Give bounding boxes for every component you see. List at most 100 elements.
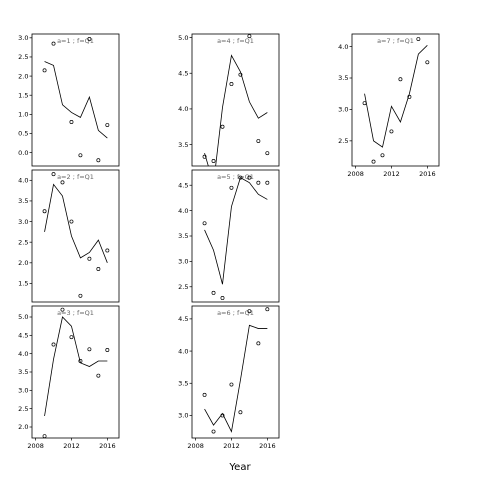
panel-label: a=1 ; f=Q1: [57, 37, 94, 45]
panel-plot-area: [202, 307, 270, 434]
data-point: [96, 373, 101, 378]
data-point: [247, 175, 252, 180]
data-point: [78, 293, 83, 298]
y-tick-label: 3.0: [18, 387, 28, 395]
y-tick-label: 4.0: [178, 207, 188, 215]
panel-label: a=7 ; f=Q1: [377, 37, 414, 45]
x-tick-label: 2016: [259, 442, 276, 450]
panel-label: a=5 ; f=Q1: [217, 173, 254, 181]
y-tick-label: 2.5: [338, 137, 348, 145]
panels-layer: a=1 ; f=Q10.00.51.01.52.02.53.0a=2 ; f=Q…: [18, 33, 440, 450]
data-point: [265, 307, 270, 312]
y-tick-label: 5.0: [18, 313, 28, 321]
data-point: [398, 77, 403, 82]
fit-line: [204, 177, 268, 285]
fit-line: [204, 54, 268, 166]
data-point: [51, 342, 56, 347]
y-tick-label: 3.5: [178, 141, 188, 149]
panel-label: a=2 ; f=Q1: [57, 173, 94, 181]
y-tick-label: 0.0: [18, 149, 28, 157]
y-tick-label: 3.5: [178, 379, 188, 387]
data-point: [78, 359, 83, 363]
data-point: [211, 159, 216, 163]
y-tick-label: 3.5: [18, 197, 28, 205]
y-tick-label: 3.0: [18, 218, 28, 226]
panel-plot-area: [202, 34, 270, 166]
panel-frame: [31, 169, 120, 303]
data-point: [202, 392, 207, 397]
panel-frame: [31, 33, 120, 167]
panel-frame: [191, 169, 280, 303]
data-point: [238, 72, 243, 77]
data-point: [202, 221, 207, 226]
panel-plot-area: [202, 175, 270, 300]
data-point: [60, 307, 65, 312]
panel-4: a=4 ; f=Q1 3.5 4.0 4.5 5.0: [178, 33, 280, 167]
y-tick-label: 2.5: [18, 405, 28, 413]
data-point: [407, 94, 412, 99]
data-point: [69, 120, 74, 124]
data-point: [87, 256, 92, 261]
data-point: [389, 129, 394, 134]
x-tick-label: 2012: [383, 170, 400, 178]
data-point: [425, 60, 430, 65]
data-point: [247, 34, 252, 39]
panel-3: a=3 ; f=Q1 2.0 2.5 3.0 3.5 4.0 4.5 5.0 2008 2012 2…: [18, 305, 120, 450]
panel-frame: [191, 305, 280, 439]
data-point: [42, 209, 47, 214]
data-point: [60, 180, 65, 185]
x-tick-label: 2012: [223, 442, 240, 450]
data-point: [247, 309, 252, 314]
data-point: [362, 101, 367, 106]
data-point: [78, 153, 83, 158]
y-tick-label: 4.0: [338, 43, 348, 51]
y-tick-label: 4.0: [18, 350, 28, 358]
y-tick-label: 3.5: [18, 368, 28, 376]
data-point: [87, 37, 92, 41]
data-point: [51, 41, 56, 46]
panel-plot-area: [42, 172, 110, 298]
y-tick-label: 0.5: [18, 130, 28, 138]
data-point: [69, 335, 74, 340]
panel-label: a=4 ; f=Q1: [217, 37, 254, 45]
y-tick-label: 4.5: [178, 69, 188, 77]
data-point: [229, 81, 234, 86]
fit-line: [44, 183, 108, 263]
panel-plot-area: [42, 37, 110, 163]
data-point: [105, 248, 110, 253]
y-tick-label: 2.0: [18, 259, 28, 267]
data-point: [229, 185, 234, 190]
x-axis-title: Year: [228, 462, 251, 473]
data-point: [265, 151, 270, 156]
data-point: [371, 159, 376, 164]
data-point: [51, 172, 56, 177]
panel-label: a=6 ; f=Q1: [217, 309, 254, 317]
data-point: [69, 219, 74, 224]
y-tick-label: 3.0: [178, 412, 188, 420]
data-point: [220, 413, 225, 418]
y-tick-label: 2.5: [178, 283, 188, 291]
data-point: [229, 382, 234, 387]
y-tick-label: 3.5: [338, 74, 348, 82]
panel-5: a=5 ; f=Q1 2.5 3.0 3.5 4.0 4.5: [178, 169, 280, 303]
data-point: [416, 37, 421, 41]
data-point: [105, 348, 110, 352]
x-tick-label: 2008: [347, 170, 364, 178]
data-point: [105, 123, 110, 128]
data-point: [256, 139, 261, 143]
y-tick-label: 4.0: [178, 105, 188, 113]
y-tick-label: 1.5: [18, 280, 28, 288]
y-tick-label: 4.5: [178, 181, 188, 189]
data-point: [211, 429, 216, 434]
data-point: [256, 341, 261, 346]
panel-frame: [191, 33, 280, 167]
fit-line: [364, 45, 428, 148]
data-point: [380, 153, 385, 158]
data-point: [220, 295, 225, 300]
panel-6: a=6 ; f=Q1 3.0 3.5 4.0 4.5 2008 2012 2016: [178, 305, 280, 450]
y-tick-label: 3.0: [18, 34, 28, 42]
data-point: [42, 68, 47, 73]
y-tick-label: 4.0: [18, 177, 28, 185]
panel-label: a=3 ; f=Q1: [57, 309, 94, 317]
